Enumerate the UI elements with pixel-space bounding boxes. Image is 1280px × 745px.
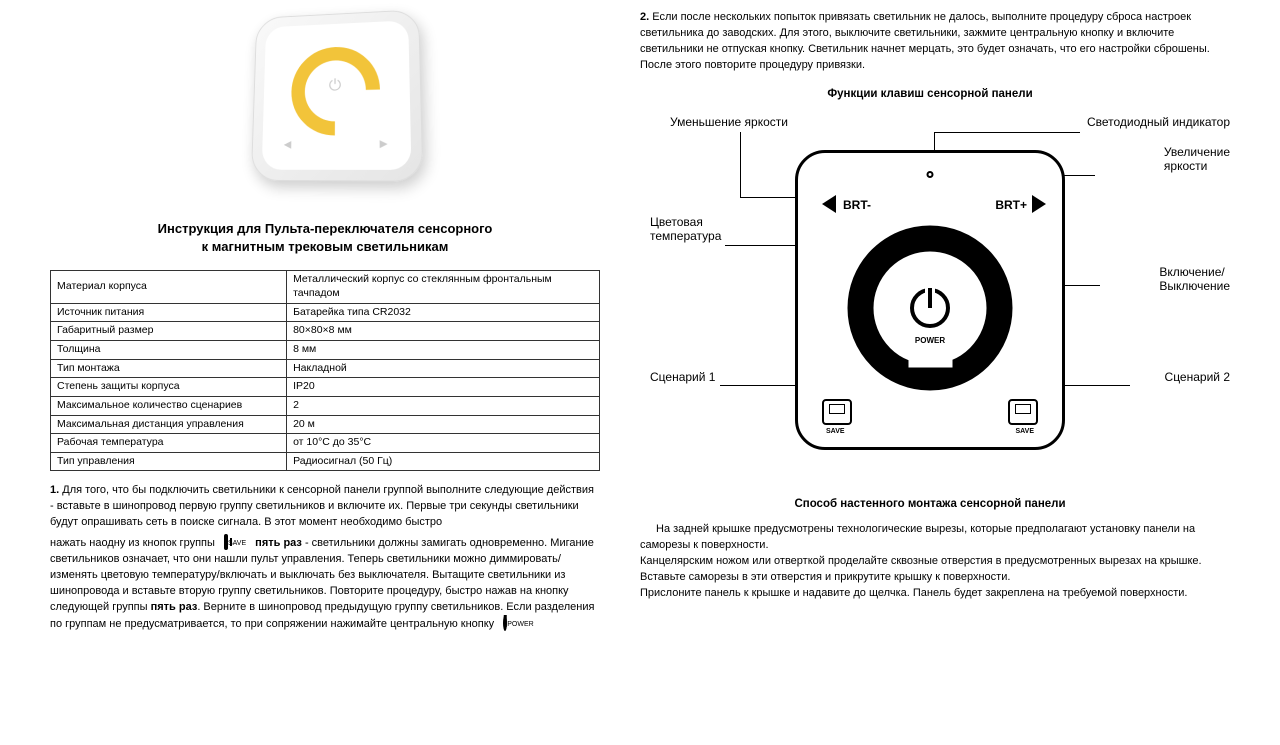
callout-power: Включение/ Выключение: [1159, 265, 1230, 294]
callout-brightness-up: Увеличение яркости: [1164, 145, 1230, 174]
spec-table: Материал корпусаМеталлический корпус со …: [50, 270, 600, 471]
table-row: Тип монтажаНакладной: [51, 359, 600, 378]
panel-diagram: Уменьшение яркости Светодиодный индикато…: [670, 110, 1190, 480]
table-row: Степень защиты корпусаIP20: [51, 378, 600, 397]
brightness-up-icon: [1032, 195, 1046, 213]
brt-plus-label: BRT+: [995, 198, 1027, 212]
table-row: Максимальное количество сценариев2: [51, 396, 600, 415]
brt-minus-label: BRT-: [843, 198, 871, 212]
instructions-step-1: 1. Для того, что бы подключить светильни…: [50, 483, 600, 632]
instructions-step-2: 2. Если после нескольких попыток привяза…: [640, 10, 1220, 74]
mounting-text: На задней крышке предусмотрены технологи…: [640, 522, 1220, 602]
save1-icon: [822, 399, 852, 425]
left-arrow-icon: ◀: [284, 140, 292, 151]
page-title: Инструкция для Пульта-переключателя сенс…: [50, 220, 600, 256]
callout-scene1: Сценарий 1: [650, 370, 715, 384]
table-row: Максимальная дистанция управления20 м: [51, 415, 600, 434]
led-indicator-icon: [927, 171, 934, 178]
brightness-down-icon: [822, 195, 836, 213]
functions-heading: Функции клавиш сенсорной панели: [640, 88, 1220, 100]
table-row: Рабочая температураот 10°С до 35°С: [51, 434, 600, 453]
table-row: Толщина8 мм: [51, 340, 600, 359]
table-row: Источник питанияБатарейка типа CR2032: [51, 303, 600, 322]
power-button-icon: [910, 288, 950, 328]
callout-led: Светодиодный индикатор: [1087, 115, 1230, 129]
save2-icon: [1008, 399, 1038, 425]
table-row: Материал корпусаМеталлический корпус со …: [51, 271, 600, 303]
mounting-heading: Способ настенного монтажа сенсорной пане…: [640, 498, 1220, 510]
callout-brightness-down: Уменьшение яркости: [670, 115, 788, 129]
product-photo: ⏻ ◀ ▶: [250, 10, 450, 210]
callout-scene2: Сценарий 2: [1165, 370, 1230, 384]
table-row: Габаритный размер80×80×8 мм: [51, 322, 600, 341]
save-icon: [224, 534, 228, 550]
right-arrow-icon: ▶: [380, 139, 388, 150]
callout-color-temp: Цветовая температура: [650, 215, 721, 244]
power-icon: ⏻: [329, 77, 342, 95]
power-icon: [503, 615, 507, 631]
table-row: Тип управленияРадиосигнал (50 Гц): [51, 452, 600, 471]
